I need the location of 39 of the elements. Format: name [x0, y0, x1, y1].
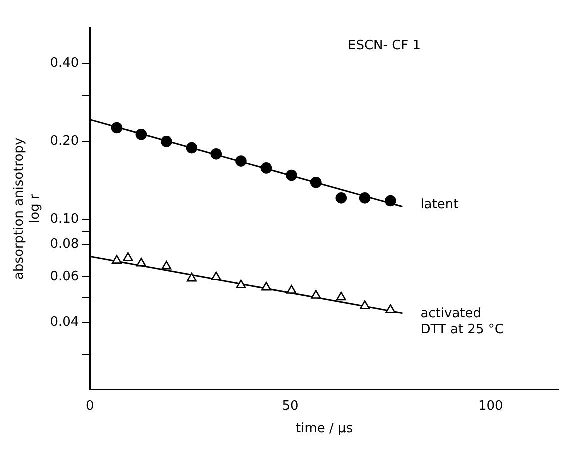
- y-tick-label: 0.06: [50, 269, 80, 284]
- point: [112, 255, 122, 264]
- y-axis-title: absorption anisotropy log r: [12, 138, 43, 280]
- point: [286, 285, 297, 294]
- point: [386, 304, 396, 314]
- point: [186, 272, 197, 282]
- y-tick-label: 0.04: [50, 314, 80, 330]
- point: [385, 195, 396, 207]
- text: activated DTT at 25 °C: [420, 306, 504, 338]
- point: [311, 290, 322, 299]
- point: [136, 128, 148, 140]
- series-label: latent: [420, 197, 459, 212]
- x-tick-label: 0: [86, 398, 94, 414]
- point: [286, 170, 298, 182]
- point: [211, 272, 222, 281]
- x-axis-title: time / µs: [296, 422, 354, 437]
- point: [111, 122, 123, 134]
- x-tick-label: 50: [282, 398, 299, 414]
- annotation: ESCN- CF 1: [348, 38, 422, 54]
- point: [162, 261, 172, 270]
- point: [123, 252, 134, 262]
- point: [336, 192, 348, 204]
- point: [236, 156, 247, 167]
- point: [236, 280, 246, 289]
- point: [260, 162, 272, 174]
- point: [261, 282, 272, 291]
- point: [186, 142, 198, 154]
- x-tick-label: 100: [478, 398, 504, 414]
- y-tick-label: 0.20: [50, 134, 80, 150]
- y-tick-label: 0.08: [50, 237, 80, 252]
- y-tick-label: 0.40: [50, 56, 80, 72]
- point: [161, 136, 172, 148]
- point: [136, 258, 146, 267]
- point: [210, 148, 222, 160]
- y-tick-label: 0.10: [50, 212, 80, 227]
- point: [360, 300, 370, 310]
- point: [359, 192, 371, 204]
- point: [310, 176, 322, 188]
- point: [336, 292, 346, 301]
